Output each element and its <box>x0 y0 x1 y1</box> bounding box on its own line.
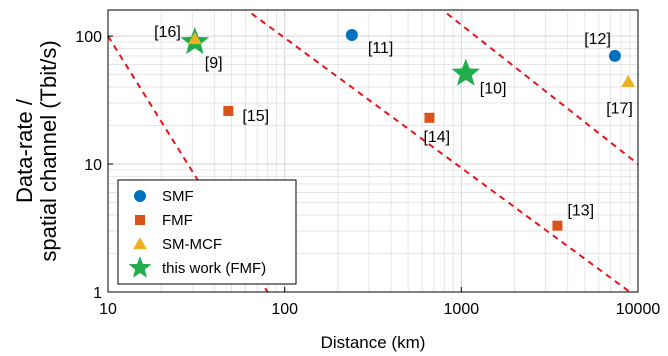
x-tick-label: 10000 <box>616 301 661 318</box>
x-tick-label: 100 <box>271 301 298 318</box>
square-marker <box>223 105 234 116</box>
point-label: [17] <box>606 101 633 118</box>
legend-entry: this work (FMF) <box>162 260 266 277</box>
legend: SMF FMF SM-MCF this work (FMF) <box>117 179 297 285</box>
y-tick-label: 10 <box>84 157 102 174</box>
legend-marker <box>128 256 152 278</box>
triangle-marker <box>621 74 636 87</box>
point-label: [16] <box>154 24 181 41</box>
point-label: [14] <box>423 129 450 146</box>
point-label: [15] <box>242 108 269 125</box>
plot-area <box>107 9 639 293</box>
reference-lines <box>107 12 639 293</box>
triangle-marker-overlay <box>187 32 202 45</box>
point-label: [11] <box>368 40 394 57</box>
star-marker <box>451 58 481 86</box>
legend-marker <box>134 190 146 202</box>
legend-marker <box>133 237 147 250</box>
y-tick-label: 1 <box>93 285 102 302</box>
square-marker <box>424 112 435 123</box>
point-labels: [11] [12] [15] [14] [13] [16] [17] [9] [10] <box>154 24 633 220</box>
legend-entry: FMF <box>162 212 193 229</box>
y-axis-label: Data-rate / spatial channel (Tbit/s) <box>12 40 61 261</box>
x-tick-label: 10 <box>99 301 117 318</box>
point-label: [13] <box>567 203 594 220</box>
legend-marker <box>135 215 145 225</box>
reference-line-2 <box>251 12 631 293</box>
data-points <box>180 26 636 231</box>
x-tick-label: 1000 <box>444 301 480 318</box>
point-label: [12] <box>584 31 611 48</box>
y-axis-label-line-2: spatial channel (Tbit/s) <box>36 40 61 261</box>
square-marker <box>552 220 563 231</box>
legend-entry: SM-MCF <box>162 236 222 253</box>
circle-marker <box>345 29 358 42</box>
y-tick-label: 100 <box>75 29 102 46</box>
point-label: [10] <box>480 81 507 98</box>
x-axis-label: Distance (km) <box>321 333 426 352</box>
point-label: [9] <box>205 55 223 72</box>
reference-line-3 <box>446 12 639 165</box>
y-axis-label-line-1: Data-rate / <box>12 98 37 203</box>
circle-marker <box>608 49 621 62</box>
grid <box>107 10 638 293</box>
legend-entry: SMF <box>162 188 194 205</box>
